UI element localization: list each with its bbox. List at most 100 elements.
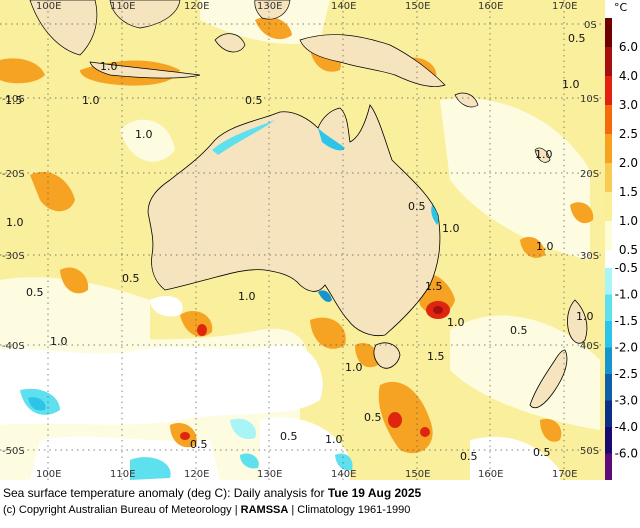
colorbar-swatch <box>605 134 612 164</box>
contour-label: 1.0 <box>447 316 465 329</box>
contour-label: 1.0 <box>238 290 256 303</box>
colorbar-swatch <box>605 347 612 375</box>
lon-label: 170E <box>552 1 577 12</box>
credit-climatology: | Climatology 1961-1990 <box>288 504 411 516</box>
contour-label: 1.0 <box>6 216 24 229</box>
lat-label: -50S <box>2 446 25 457</box>
contour-label: 1.5 <box>425 280 443 293</box>
contour-label: 0.5 <box>568 32 586 45</box>
contour-label: 1.0 <box>325 433 343 446</box>
colorbar-swatches <box>605 18 612 480</box>
colorbar-tick-label: -2.5 <box>615 367 638 381</box>
islands-north <box>29 0 551 163</box>
colorbar-swatch <box>605 221 612 251</box>
colorbar-tick-label: -4.0 <box>615 420 638 434</box>
credit-copyright: (c) Copyright Australian Bureau of Meteo… <box>3 504 241 516</box>
coastal-cool-strips <box>212 120 439 303</box>
contour-label: 1.0 <box>442 222 460 235</box>
colorbar-swatch <box>605 374 612 401</box>
lon-label: 110E <box>110 1 135 12</box>
colorbar-unit: °C <box>614 1 628 14</box>
colorbar-tick-label: -3.0 <box>615 394 638 408</box>
contour-label: 0.5 <box>245 94 263 107</box>
lat-label: 30S <box>580 251 599 262</box>
colorbar-tick-label: -0.5 <box>615 261 638 275</box>
lat-label: 10S <box>580 94 599 105</box>
longitude-labels-bottom: 100E 110E 120E 130E 140E 150E 160E 170E <box>36 469 577 480</box>
colorbar-tick-labels: 6.0 4.0 3.0 2.5 2.0 1.5 1.0 0.5 -0.5 -1.0 -1.5 -2.0… <box>615 40 638 461</box>
colorbar-swatch <box>605 294 612 322</box>
contour-label: 1.0 <box>135 128 153 141</box>
colorbar-swatch <box>605 18 612 48</box>
lat-label: 50S <box>580 446 599 457</box>
lon-label: 150E <box>405 1 430 12</box>
contour-label: 0.5 <box>460 450 478 463</box>
sst-anomaly-map: 100E 110E 120E 130E 140E 150E 160E 170E … <box>0 0 605 480</box>
colorbar-swatch <box>605 76 612 106</box>
graticule <box>0 0 605 480</box>
contour-label: 0.5 <box>533 446 551 459</box>
contour-labels: 0.5 1.0 1.0 1.5 1.0 1.0 0.5 1.0 1.0 1.0 … <box>5 32 594 463</box>
cool-anomaly-areas <box>20 388 353 480</box>
contour-label: 0.5 <box>364 411 382 424</box>
colorbar-tick-label: -1.0 <box>615 288 638 302</box>
hot-anomaly-spots <box>180 301 450 440</box>
lon-label: 100E <box>36 1 61 12</box>
colorbar-tick-label: -2.0 <box>615 341 638 355</box>
colorbar-swatch <box>605 321 612 348</box>
colorbar-swatch <box>605 427 612 454</box>
contour-label: 1.0 <box>535 148 553 161</box>
contour-label: 1.0 <box>100 60 118 73</box>
map-credit: (c) Copyright Australian Bureau of Meteo… <box>3 504 410 516</box>
lon-label: 160E <box>478 1 503 12</box>
contour-label: 1.0 <box>50 335 68 348</box>
lon-label: 160E <box>478 469 503 480</box>
colorbar-swatch <box>605 163 612 193</box>
credit-system: RAMSSA <box>240 504 289 516</box>
australia-landmass <box>147 104 441 369</box>
colorbar-swatch <box>605 268 612 295</box>
lon-label: 100E <box>36 469 61 480</box>
colorbar-swatch <box>605 47 612 77</box>
new-zealand-landmass <box>529 299 588 409</box>
lat-label: 20S <box>580 169 599 180</box>
colorbar-swatch <box>605 400 612 428</box>
contour-label: 1.0 <box>562 78 580 91</box>
colorbar-tick-label: 2.5 <box>619 127 638 141</box>
lat-label: -40S <box>2 341 25 352</box>
lon-label: 120E <box>184 469 209 480</box>
tasmania-landmass <box>373 342 401 369</box>
lat-label: -30S <box>2 251 25 262</box>
lon-label: 140E <box>331 1 356 12</box>
lon-label: 170E <box>552 469 577 480</box>
colorbar-tick-label: -1.5 <box>615 314 638 328</box>
contour-label: 1.0 <box>82 94 100 107</box>
lon-label: 150E <box>405 469 430 480</box>
colorbar-tick-label: -6.0 <box>615 447 638 461</box>
colorbar: °C 6.0 4.0 3.0 2.5 2.0 1.5 1.0 0.5 -0.5 -1.0 -1.5 -… <box>605 1 638 480</box>
contour-label: 1.5 <box>5 94 23 107</box>
lon-label: 120E <box>184 1 209 12</box>
lon-label: 130E <box>257 469 282 480</box>
contour-label: 1.0 <box>536 240 554 253</box>
colorbar-tick-label: 6.0 <box>619 40 638 54</box>
contour-label: 1.5 <box>427 350 445 363</box>
colorbar-tick-label: 4.0 <box>619 69 638 83</box>
caption-prefix: Sea surface temperature anomaly (deg C):… <box>3 486 328 500</box>
map-caption: Sea surface temperature anomaly (deg C):… <box>3 486 421 500</box>
colorbar-swatch <box>605 192 612 222</box>
colorbar-tick-label: 3.0 <box>619 98 638 112</box>
colorbar-swatch <box>605 453 612 480</box>
latitude-labels-left: -10S -20S -30S -40S -50S <box>2 94 25 457</box>
colorbar-tick-label: 2.0 <box>619 156 638 170</box>
contour-label: 1.0 <box>345 361 363 374</box>
longitude-labels-top: 100E 110E 120E 130E 140E 150E 160E 170E <box>36 1 577 12</box>
colorbar-swatch <box>605 105 612 135</box>
contour-label: 0.5 <box>190 438 208 451</box>
near-zero-areas <box>0 295 560 480</box>
lat-label: -10S <box>2 94 25 105</box>
lat-label: 40S <box>580 341 599 352</box>
contour-label: 0.5 <box>510 324 528 337</box>
contour-label: 0.5 <box>280 430 298 443</box>
latitude-labels-right: 0S 10S 20S 30S 40S 50S <box>580 20 599 457</box>
